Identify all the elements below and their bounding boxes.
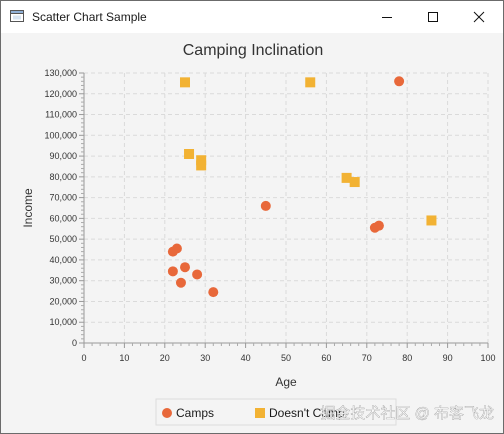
point-camps <box>167 266 178 277</box>
x-tick-label: 0 <box>81 353 86 363</box>
point-doesnt-camp <box>196 160 207 171</box>
legend-box <box>155 398 397 426</box>
point-doesnt-camp <box>180 77 190 88</box>
watermark-text: 掘金技术社区 @ 布客飞龙 <box>320 405 494 422</box>
y-axis-label: Income <box>21 188 35 228</box>
y-tick-label: 100,000 <box>44 130 77 140</box>
scatter-chart: Camping Inclination 0 10 20 30 40 50 60 70 80 90 1… <box>21 42 496 426</box>
x-tick-label: 30 <box>200 353 210 363</box>
y-tick-label: 10,000 <box>49 317 77 327</box>
point-camps <box>373 220 384 231</box>
chart-title: Camping Inclination <box>183 42 324 59</box>
minimize-button[interactable] <box>364 1 410 33</box>
point-camps <box>180 262 190 273</box>
point-camps <box>192 269 203 280</box>
y-tick-label: 120,000 <box>44 89 77 99</box>
point-camps <box>171 243 182 254</box>
x-tick-label: 90 <box>443 353 453 363</box>
plot-points <box>167 76 437 298</box>
y-tick-label: 110,000 <box>45 110 77 120</box>
y-axis-ticks: 0 10,000 20,000 30,000 40,000 50,000 60,000 70,… <box>44 68 84 348</box>
point-camps <box>208 287 219 298</box>
point-doesnt-camp <box>341 172 352 183</box>
java-app-icon <box>10 10 24 22</box>
point-doesnt-camp <box>349 177 360 188</box>
plot-grid <box>83 72 489 344</box>
minimize-icon <box>382 17 392 18</box>
point-doesnt-camp <box>305 77 316 88</box>
x-tick-label: 20 <box>160 353 170 363</box>
close-button[interactable] <box>456 1 502 33</box>
y-tick-label: 20,000 <box>49 296 77 306</box>
x-tick-label: 40 <box>241 353 251 363</box>
y-tick-label: 0 <box>72 338 77 348</box>
point-doesnt-camp <box>426 215 437 226</box>
title-bar[interactable]: Scatter Chart Sample <box>1 1 503 33</box>
window-title: Scatter Chart Sample <box>32 10 147 24</box>
legend-circle-marker <box>162 408 172 418</box>
x-tick-label: 80 <box>402 353 412 363</box>
close-icon <box>473 11 485 23</box>
x-axis-ticks: 0 10 20 30 40 50 60 70 80 90 100 <box>81 343 496 363</box>
point-doesnt-camp <box>196 155 207 166</box>
point-camps <box>260 200 271 211</box>
x-tick-label: 50 <box>281 353 291 363</box>
maximize-icon <box>428 12 438 22</box>
y-tick-label: 90,000 <box>49 151 77 161</box>
y-tick-label: 40,000 <box>49 255 77 265</box>
y-tick-label: 30,000 <box>49 276 77 286</box>
y-tick-label: 50,000 <box>49 234 77 244</box>
x-axis-label: Age <box>275 375 297 389</box>
point-camps <box>394 76 405 87</box>
x-tick-label: 100 <box>480 353 495 363</box>
legend-item-doesnt-camp: Doesn't Camp <box>269 406 345 420</box>
x-tick-label: 70 <box>362 353 372 363</box>
point-camps <box>175 277 186 288</box>
maximize-button[interactable] <box>410 1 456 33</box>
y-tick-label: 70,000 <box>49 193 77 203</box>
x-tick-label: 60 <box>321 353 331 363</box>
y-tick-label: 60,000 <box>49 213 77 223</box>
legend-item-camps: Camps <box>176 406 214 420</box>
legend-square-marker <box>255 408 265 418</box>
legend: Camps Doesn't Camp <box>155 398 397 426</box>
x-tick-label: 10 <box>119 353 129 363</box>
y-tick-label: 80,000 <box>49 172 77 182</box>
point-doesnt-camp <box>184 149 195 159</box>
y-tick-label: 130,000 <box>44 68 77 78</box>
